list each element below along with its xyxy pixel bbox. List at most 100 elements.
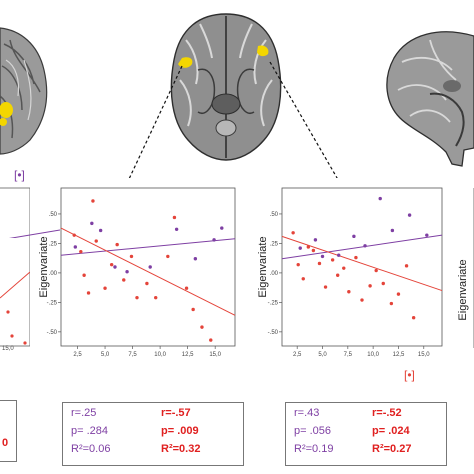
red-data-point <box>306 245 311 249</box>
purple-data-point <box>337 253 341 257</box>
y-tick-label: .00 <box>49 271 58 277</box>
x-tick-label: 5,0 <box>101 352 110 358</box>
red-data-point <box>103 286 107 290</box>
red-data-point <box>368 284 372 288</box>
red-data-point <box>86 291 91 295</box>
red-data-point <box>109 262 114 267</box>
red-data-point <box>342 266 346 270</box>
red-data-point <box>91 199 95 203</box>
x-tick-label: 10,0 <box>367 352 379 358</box>
red-data-point <box>122 278 126 282</box>
purple-data-point <box>390 228 395 233</box>
red-data-point <box>296 262 300 267</box>
plot-frame <box>281 187 443 347</box>
purple-data-point <box>113 265 117 269</box>
stat-r-purple: r=.25 <box>71 407 97 419</box>
stats-box-1: r=.25 p= .284 R²=0.06 r=-.57 p= .009 R²=… <box>62 402 244 466</box>
y-tick-label: .50 <box>49 212 58 218</box>
red-data-point <box>335 273 340 277</box>
x-tick-label: 10,0 <box>154 352 166 358</box>
red-fit-line <box>60 227 236 316</box>
brain-sagittal-right-icon <box>386 31 474 167</box>
purple-fit-line <box>60 238 236 256</box>
red-data-point <box>82 273 86 277</box>
stat-r-red: r=-.52 <box>372 407 402 419</box>
y-tick-label: .25 <box>49 241 58 247</box>
brain-images <box>0 13 474 178</box>
y-tick-label: -.50 <box>47 330 58 336</box>
purple-data-point <box>73 245 78 249</box>
purple-data-point <box>425 233 429 237</box>
red-data-point <box>347 290 351 294</box>
purple-data-point <box>212 238 216 242</box>
dashed-arrow-icon <box>128 61 338 178</box>
red-data-point <box>135 295 139 300</box>
red-data-point <box>209 338 213 342</box>
red-data-point <box>172 215 177 220</box>
purple-data-point <box>298 246 302 250</box>
stat-r2-red: R²=0.32 <box>161 443 201 455</box>
red-data-point <box>184 286 189 290</box>
y-tick-label: -.25 <box>47 300 58 306</box>
y-tick-label: .50 <box>270 212 279 218</box>
red-data-point <box>166 254 170 259</box>
x-tick-label: 2,5 <box>73 352 82 358</box>
purple-data-point <box>148 265 152 269</box>
left-plot-fragment <box>0 187 30 347</box>
scatter-plot-1: .50 .25 .00 -.25 -.50 2,5 5,0 7,5 10,0 12,5 15,0 Ei… <box>38 187 236 358</box>
red-data-point <box>72 233 76 237</box>
right-fragment-ylabel: Eigenvariate <box>457 259 469 320</box>
red-data-point <box>317 261 322 266</box>
stat-r2-purple: R²=0.06 <box>71 443 111 455</box>
red-data-point <box>381 281 385 286</box>
purple-data-point <box>193 257 198 261</box>
purple-data-point <box>313 238 318 242</box>
x-tick-label: 7,5 <box>344 352 353 358</box>
purple-fit-line <box>281 234 443 260</box>
y-tick-label: -.50 <box>268 330 279 336</box>
stat-r2-purple: R²=0.19 <box>294 443 334 455</box>
purple-data-point <box>352 234 356 239</box>
red-data-point <box>411 316 416 320</box>
red-data-point <box>191 307 195 312</box>
stat-r-purple: r=.43 <box>294 407 320 419</box>
red-data-point <box>291 231 295 235</box>
red-data-point <box>360 298 364 302</box>
x-tick-label: 7,5 <box>128 352 137 358</box>
y-axis-label: Eigenvariate <box>257 236 269 297</box>
purple-data-point <box>320 254 325 259</box>
left-fragment-tick: 15,0 <box>2 346 14 352</box>
purple-data-point <box>174 227 179 231</box>
red-data-point <box>129 254 134 259</box>
red-data-point <box>94 239 98 243</box>
red-data-point <box>154 295 158 300</box>
y-tick-label: .00 <box>270 271 279 277</box>
y-tick-label: -.25 <box>268 300 279 306</box>
red-data-point <box>301 277 305 281</box>
brain-axial-icon <box>170 13 282 161</box>
left-fragment-badge: [•] <box>14 168 25 182</box>
scatter-plot-2: .50 .25 .00 -.25 -.50 2,5 5,0 7,5 10,0 12,5 15,0 Ei… <box>257 187 443 358</box>
purple-data-point <box>90 221 94 226</box>
stat-p-purple: p= .056 <box>294 425 332 437</box>
x-tick-label: 5,0 <box>318 352 327 358</box>
stat-p-red: p= .024 <box>372 425 410 437</box>
purple-data-point <box>125 270 129 274</box>
right-plot-fragment: Eigenvariate <box>457 188 474 348</box>
purple-data-point <box>98 228 103 233</box>
y-axis-label: Eigenvariate <box>38 236 50 297</box>
red-data-point <box>79 249 83 254</box>
purple-data-point <box>378 196 382 201</box>
plot-2-badge: [•] <box>404 368 415 382</box>
left-stat-fragment: 0 <box>2 437 9 449</box>
red-data-point <box>145 281 149 286</box>
brain-sagittal-left-icon <box>0 27 48 155</box>
plot-frame <box>60 187 236 347</box>
y-tick-label: .25 <box>270 241 279 247</box>
red-data-point <box>374 268 378 273</box>
red-data-point <box>115 242 119 247</box>
stat-r2-red: R²=0.27 <box>372 443 412 455</box>
stats-box-2: r=.43 p= .056 R²=0.19 r=-.52 p= .024 R²=… <box>285 402 447 466</box>
purple-data-point <box>363 244 367 248</box>
red-data-point <box>311 248 316 253</box>
